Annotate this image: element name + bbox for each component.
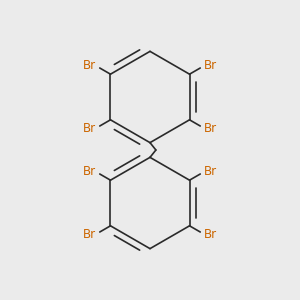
Text: Br: Br [82,228,96,241]
Text: Br: Br [82,122,96,135]
Text: Br: Br [82,59,96,72]
Text: Br: Br [204,122,218,135]
Text: Br: Br [82,165,96,178]
Text: Br: Br [204,59,218,72]
Text: Br: Br [204,165,218,178]
Text: Br: Br [204,228,218,241]
